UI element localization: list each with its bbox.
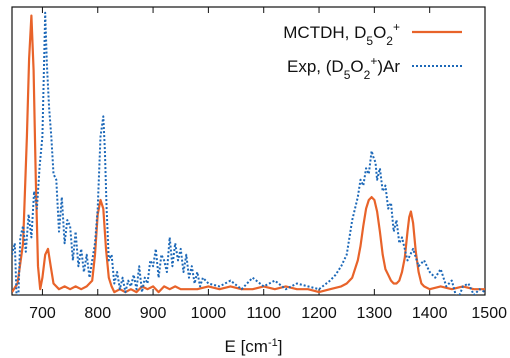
legend-label-part: + xyxy=(393,20,400,34)
x-axis-title: E [cm-1] xyxy=(225,337,283,356)
legend-label-part: 5 xyxy=(366,34,373,48)
legend-label-part: 5 xyxy=(344,68,351,82)
legend-label-part: )Ar xyxy=(377,57,400,76)
x-tick-label: 1400 xyxy=(412,305,448,322)
legend-label-part: MCTDH, D xyxy=(283,23,366,42)
x-tick-label: 1200 xyxy=(301,305,337,322)
x-tick-label: 1100 xyxy=(247,305,282,322)
x-tick-label: 800 xyxy=(84,305,111,322)
legend-label-part: + xyxy=(370,54,377,68)
x-axis-title-close: ] xyxy=(278,337,283,356)
legend-label-part: O xyxy=(350,57,363,76)
x-tick-label: 700 xyxy=(29,305,56,322)
legend-label-0: MCTDH, D5O2+ xyxy=(283,20,400,48)
x-axis-title-main: E [cm xyxy=(225,337,268,356)
legend-label-1: Exp, (D5O2+)Ar xyxy=(287,54,400,82)
x-tick-label: 900 xyxy=(140,305,167,322)
plot-frame xyxy=(11,6,486,296)
legend-label-part: O xyxy=(373,23,386,42)
series-line-mctdh xyxy=(12,14,485,294)
x-axis-ticks: 700 800 900 1000 1100 1200 1300 1400 1500 xyxy=(29,7,507,322)
series-layer xyxy=(12,11,485,295)
x-tick-label: 1000 xyxy=(191,305,227,322)
legend-label-part: Exp, (D xyxy=(287,57,344,76)
x-tick-label: 1300 xyxy=(357,305,393,322)
legend: MCTDH, D5O2+Exp, (D5O2+)Ar xyxy=(283,20,462,82)
legend-label-part: 2 xyxy=(364,68,371,82)
series-line-exp xyxy=(12,11,485,295)
x-tick-label: 1500 xyxy=(471,305,507,322)
plot-area: 700 800 900 1000 1100 1200 1300 1400 1500 xyxy=(11,6,507,322)
legend-label-part: 2 xyxy=(386,34,393,48)
x-axis-title-sup: -1 xyxy=(268,337,278,349)
